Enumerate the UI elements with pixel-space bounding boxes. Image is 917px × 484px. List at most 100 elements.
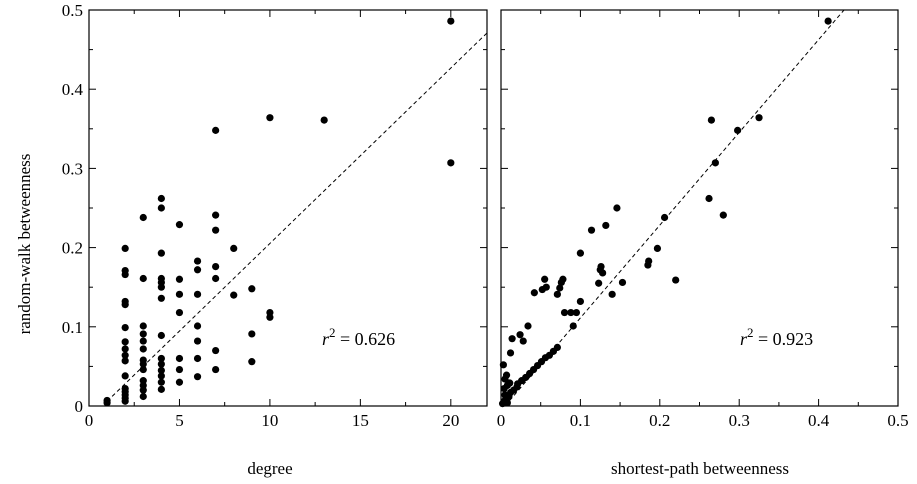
data-point	[139, 377, 147, 385]
data-point	[157, 194, 165, 203]
data-point	[602, 221, 610, 230]
data-point	[502, 371, 511, 379]
data-point	[653, 244, 662, 252]
data-point	[121, 323, 129, 332]
x-tick-label: 5	[175, 411, 184, 430]
data-point	[212, 365, 220, 374]
fit-line	[504, 9, 845, 407]
y-axis-label: random-walk betweenness	[15, 154, 34, 335]
data-point	[212, 126, 220, 134]
x-axis-label-right: shortest-path betweenness	[611, 459, 789, 478]
x-tick-label: 0.4	[808, 411, 830, 430]
data-point	[139, 365, 147, 374]
data-point	[506, 349, 515, 357]
data-point	[193, 354, 202, 363]
data-point	[719, 211, 727, 219]
data-point	[587, 226, 596, 234]
data-point	[266, 114, 274, 122]
data-point	[824, 17, 832, 25]
data-point	[553, 290, 561, 298]
data-point	[560, 308, 569, 317]
data-point	[121, 384, 129, 393]
data-point	[541, 275, 549, 283]
data-point	[597, 263, 605, 271]
data-point	[121, 372, 129, 380]
data-point	[157, 204, 165, 212]
data-point	[193, 337, 202, 345]
x-tick-label: 0	[497, 411, 506, 430]
data-point	[103, 396, 111, 405]
r-squared-annotation: r2 = 0.923	[740, 325, 813, 349]
fit-line	[106, 32, 488, 402]
data-point	[175, 365, 184, 374]
data-point	[320, 116, 328, 124]
left-panel: 0 5 10 15 20 0 0.1 0.2 0.3 0.4 0.5 r2 = 0.626	[62, 1, 488, 430]
data-point	[266, 308, 274, 317]
data-point	[553, 343, 561, 351]
data-point	[572, 308, 581, 317]
data-point	[672, 276, 680, 284]
data-point	[576, 297, 585, 306]
data-point	[711, 159, 719, 167]
data-point	[121, 345, 129, 353]
data-point	[193, 290, 202, 298]
data-point	[248, 358, 256, 366]
data-point	[157, 385, 165, 393]
data-point	[139, 274, 147, 283]
data-point	[569, 322, 577, 330]
y-tick-label: 0.4	[62, 80, 84, 99]
y-tick-label: 0.3	[62, 159, 83, 178]
data-point	[755, 114, 763, 122]
data-point	[734, 126, 742, 134]
data-point	[506, 379, 514, 387]
data-point	[248, 285, 256, 293]
x-axis-label-left: degree	[247, 459, 292, 478]
x-tick-label: 0.5	[887, 411, 908, 430]
data-point	[503, 399, 511, 407]
data-point	[139, 356, 147, 364]
plot-frame	[88, 9, 488, 407]
data-point	[660, 213, 669, 222]
y-tick-label: 0.2	[62, 239, 83, 258]
data-point	[212, 274, 220, 283]
data-point	[519, 337, 527, 345]
data-point	[139, 392, 147, 401]
data-point	[447, 159, 455, 167]
x-tick-label: 0	[85, 411, 94, 430]
data-point	[157, 294, 165, 302]
data-point	[212, 346, 220, 355]
x-tick-label: 0.1	[570, 411, 591, 430]
data-point	[645, 257, 653, 265]
data-point	[139, 345, 147, 353]
data-point	[618, 278, 627, 287]
data-point	[121, 266, 129, 275]
y-tick-label: 0.1	[62, 318, 83, 337]
data-point	[157, 360, 165, 368]
data-point	[499, 361, 507, 369]
data-point	[157, 366, 165, 374]
data-point	[121, 297, 129, 306]
data-point	[595, 279, 603, 287]
data-point	[599, 269, 607, 277]
data-point	[447, 17, 455, 25]
data-point	[542, 283, 550, 291]
data-point	[175, 221, 184, 229]
data-point	[157, 372, 165, 380]
right-panel: 0 0.1 0.2 0.3 0.4 0.5 r2 = 0.923	[497, 9, 909, 430]
data-point	[576, 249, 585, 257]
data-point	[157, 331, 165, 340]
data-point	[212, 263, 220, 271]
data-point	[212, 211, 220, 219]
data-point	[248, 330, 256, 338]
data-point	[516, 331, 524, 339]
data-point	[613, 204, 621, 212]
data-point	[175, 290, 184, 298]
x-tick-label: 15	[352, 411, 369, 430]
x-tick-label: 20	[442, 411, 459, 430]
data-point	[230, 291, 238, 299]
data-point	[139, 213, 147, 222]
data-point	[705, 194, 713, 203]
data-point	[175, 378, 184, 386]
data-point	[121, 338, 129, 346]
